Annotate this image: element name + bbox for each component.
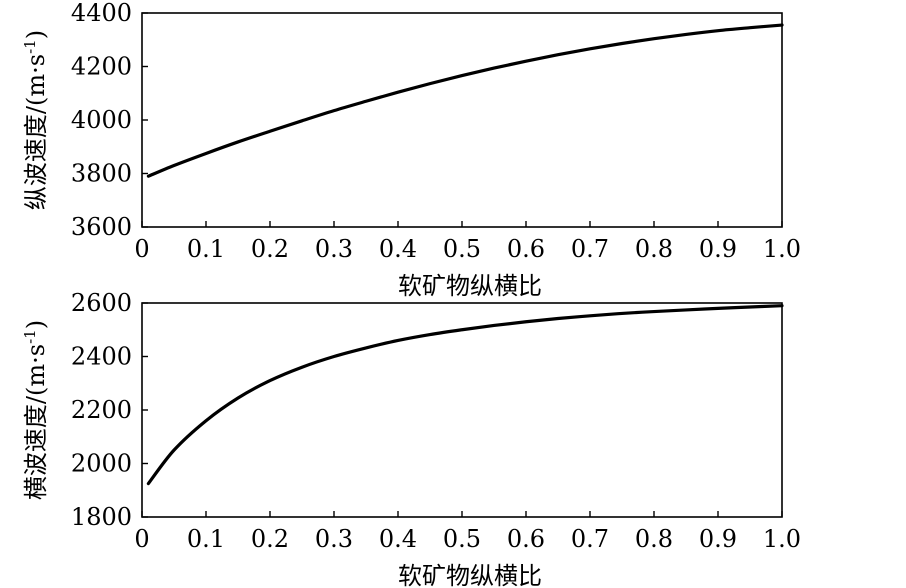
y-tick-label: 4000 <box>71 106 132 134</box>
y-axis-title-superscript: -1 <box>21 39 39 54</box>
x-tick-label: 0.4 <box>379 235 417 263</box>
plot-frame <box>141 302 783 518</box>
x-tick-label: 0.1 <box>187 525 225 553</box>
y-tick-label: 2600 <box>71 289 132 317</box>
x-tick-label: 1.0 <box>763 235 801 263</box>
x-tick-label: 0.2 <box>251 235 289 263</box>
x-tick-label: 0.9 <box>699 235 737 263</box>
series-line-1 <box>146 304 784 486</box>
y-tick-label: 2000 <box>71 450 132 478</box>
x-tick-label: 0.1 <box>187 235 225 263</box>
x-tick-label: 0.5 <box>443 525 481 553</box>
y-tick-label: 4400 <box>71 0 132 27</box>
y-axis-title-close: ) <box>22 320 50 329</box>
series-line-1 <box>146 23 784 178</box>
y-tick-label: 3800 <box>71 160 132 188</box>
x-tick-label: 0 <box>134 235 149 263</box>
x-tick-label: 0 <box>134 525 149 553</box>
x-tick-label: 0.4 <box>379 525 417 553</box>
x-tick-label: 0.3 <box>315 235 353 263</box>
y-axis-title: 横波速度/(m·s-1) <box>21 320 50 500</box>
x-tick-label: 0.9 <box>699 525 737 553</box>
y-axis-title-superscript: -1 <box>21 329 39 344</box>
x-tick-label: 0.2 <box>251 525 289 553</box>
y-tick-label: 2200 <box>71 396 132 424</box>
x-tick-label: 0.7 <box>571 235 609 263</box>
x-tick-label: 0.6 <box>507 525 545 553</box>
y-tick-label: 2400 <box>71 343 132 371</box>
x-tick-label: 0.6 <box>507 235 545 263</box>
x-axis-title: 软矿物纵横比 <box>398 272 542 300</box>
y-axis-title-main: 横波速度/(m·s <box>22 344 50 500</box>
chart-panel-1: 0 0.1 0.2 0.3 0.4 0.5 0.6 0.7 0.8 0.9 1.0 3600 3800 4… <box>21 0 801 300</box>
y-tick-label: 3600 <box>71 213 132 241</box>
y-axis-title: 纵波速度/(m·s-1) <box>21 30 50 210</box>
x-tick-label: 1.0 <box>763 525 801 553</box>
plot-frame <box>141 12 783 228</box>
y-tick-label: 1800 <box>71 503 132 531</box>
x-tick-label: 0.7 <box>571 525 609 553</box>
chart-panel-2: 0 0.1 0.2 0.3 0.4 0.5 0.6 0.7 0.8 0.9 1.0 1800 2000 2… <box>21 289 801 588</box>
x-tick-label: 0.3 <box>315 525 353 553</box>
y-tick-label: 4200 <box>71 53 132 81</box>
x-tick-label: 0.5 <box>443 235 481 263</box>
y-axis-title-close: ) <box>22 30 50 39</box>
x-tick-label: 0.8 <box>635 525 673 553</box>
x-tick-label: 0.8 <box>635 235 673 263</box>
y-axis-title-main: 纵波速度/(m·s <box>22 54 50 210</box>
x-axis-title: 软矿物纵横比 <box>398 562 542 588</box>
